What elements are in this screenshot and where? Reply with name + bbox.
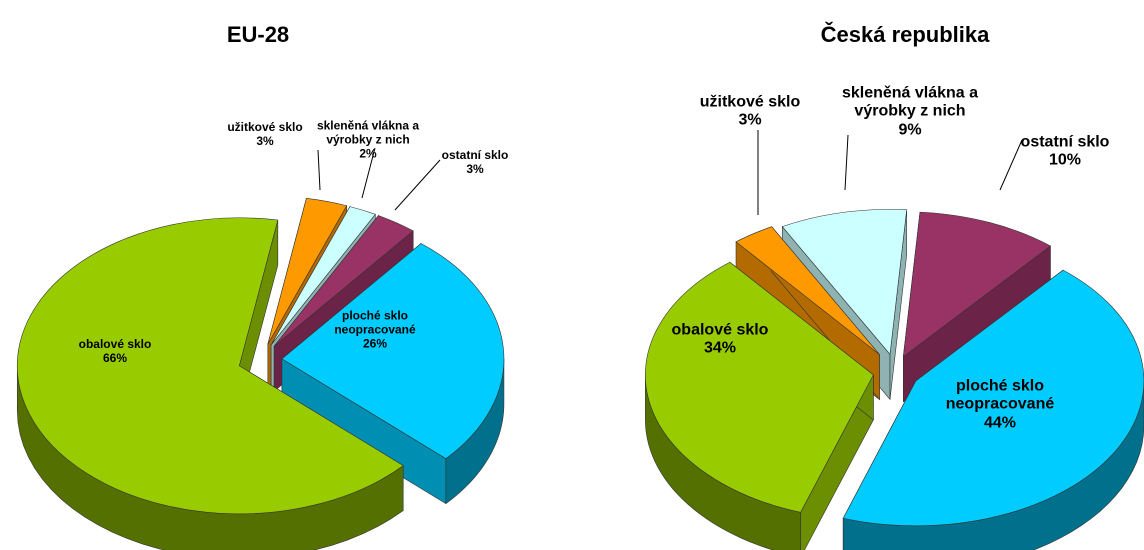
value-label: 9%: [898, 121, 922, 139]
leader-line: [317, 149, 321, 191]
slice: [17, 217, 404, 515]
data-label: ostatní sklo 3%: [415, 148, 535, 177]
data-label: užitkové sklo 3%: [205, 120, 325, 149]
category-label: užitkové sklo: [227, 120, 303, 135]
data-label: obalové sklo 34%: [635, 322, 805, 359]
data-label: ostatní sklo 10%: [980, 134, 1144, 171]
slice: [645, 261, 874, 513]
leader-line: [844, 134, 849, 191]
category-label: skleněná vlákna a výrobky z nich: [316, 118, 420, 147]
slice: [902, 211, 1052, 358]
value-label: 3%: [738, 112, 762, 129]
value-label: 3%: [256, 134, 274, 148]
value-label: 26%: [362, 335, 388, 350]
data-label: skleněná vlákna a výrobky z nich 9%: [825, 84, 995, 139]
slice: [273, 215, 414, 347]
value-label: 2%: [359, 145, 377, 160]
value-label: 44%: [983, 414, 1017, 432]
data-label: skleněná vlákna a výrobky z nich 2%: [308, 119, 428, 160]
slice: [281, 243, 505, 460]
category-label: ostatní sklo: [441, 148, 509, 163]
leader-line: [361, 147, 376, 199]
data-label: obalové sklo 66%: [55, 337, 175, 366]
value-label: 10%: [1048, 152, 1082, 169]
leader-line: [394, 159, 441, 211]
category-label: ploché sklo neopracované: [334, 308, 416, 337]
category-label: ostatní sklo: [1020, 133, 1110, 151]
category-label: užitkové sklo: [699, 93, 801, 111]
chart-title: Česká republika: [821, 22, 991, 47]
leader-line: [999, 139, 1023, 191]
value-label: 34%: [703, 340, 737, 357]
slice: [270, 206, 376, 346]
category-label: obalové sklo: [671, 321, 769, 339]
category-label: obalové sklo: [78, 337, 152, 352]
slice: [267, 198, 348, 345]
category-label: skleněná vlákna a výrobky z nich: [841, 84, 979, 120]
slice: [842, 269, 1144, 527]
data-label: ploché sklo neopracované 44%: [915, 377, 1085, 432]
slice: [781, 209, 908, 356]
value-label: 66%: [102, 351, 128, 365]
slice: [735, 226, 880, 355]
data-label: užitkové sklo 3%: [665, 94, 835, 131]
value-label: 3%: [466, 162, 484, 176]
category-label: ploché sklo neopracované: [945, 377, 1055, 413]
data-label: ploché sklo neopracované 26%: [315, 309, 435, 350]
chart-title: EU-28: [227, 22, 289, 47]
